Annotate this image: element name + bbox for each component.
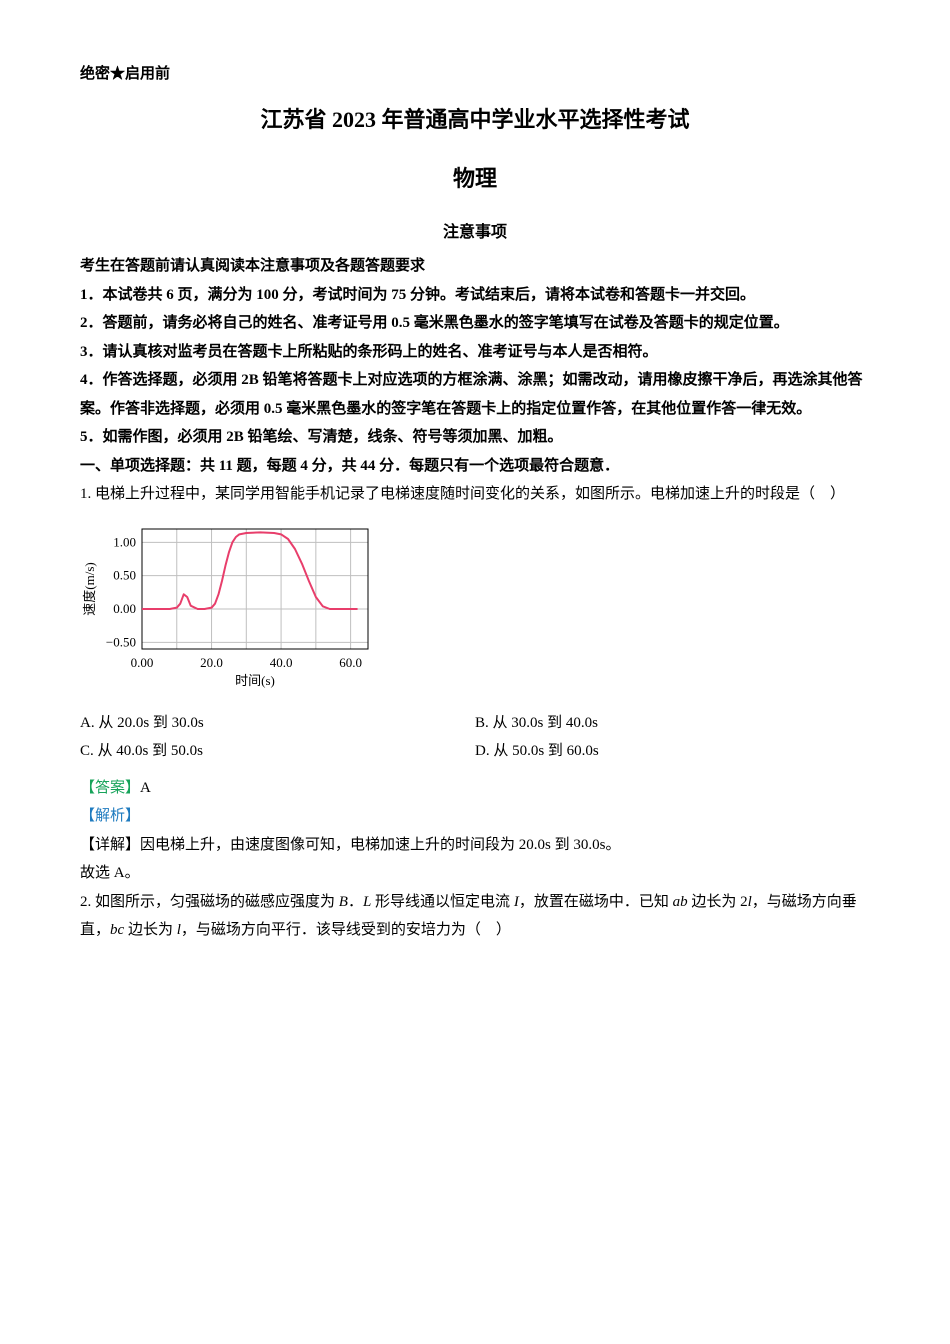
q2-ab: ab <box>673 894 688 910</box>
svg-text:−0.50: −0.50 <box>106 634 136 649</box>
q1-analysis-label: 【解析】 <box>80 802 870 831</box>
q2-B: B <box>339 894 348 910</box>
q2-p2: 形导线通以恒定电流 <box>371 894 514 910</box>
q2-p1: ． <box>348 894 363 910</box>
q1-option-b: B. 从 30.0s 到 40.0s <box>475 709 870 738</box>
q2-p4: 边长为 2 <box>688 894 748 910</box>
q1-answer-line: 【答案】A <box>80 774 870 803</box>
notice-title: 注意事项 <box>80 218 870 248</box>
q1-conclusion: 故选 A。 <box>80 859 870 888</box>
svg-text:40.0: 40.0 <box>270 655 293 670</box>
answer-value: A <box>140 780 151 796</box>
q1-option-d: D. 从 50.0s 到 60.0s <box>475 737 870 766</box>
svg-text:速度(m/s): 速度(m/s) <box>82 562 97 615</box>
section-1-heading: 一、单项选择题：共 11 题，每题 4 分，共 44 分．每题只有一个选项最符合… <box>80 452 870 481</box>
q1-option-a: A. 从 20.0s 到 30.0s <box>80 709 475 738</box>
rule-1: 1．本试卷共 6 页，满分为 100 分，考试时间为 75 分钟。考试结束后，请… <box>80 281 870 310</box>
svg-text:60.0: 60.0 <box>339 655 362 670</box>
q2-bc: bc <box>110 922 124 938</box>
svg-text:0.00: 0.00 <box>113 601 136 616</box>
subject-title: 物理 <box>80 158 870 200</box>
exam-title: 江苏省 2023 年普通高中学业水平选择性考试 <box>80 99 870 141</box>
q1-option-c: C. 从 40.0s 到 50.0s <box>80 737 475 766</box>
svg-text:20.0: 20.0 <box>200 655 223 670</box>
q1-chart: −0.50 0.00 0.50 1.00 0.00 20.0 40.0 60.0 时间(s) 速度… <box>80 519 870 689</box>
notice-intro: 考生在答题前请认真阅读本注意事项及各题答题要求 <box>80 252 870 281</box>
answer-label: 【答案】 <box>80 780 140 796</box>
svg-text:0.00: 0.00 <box>131 655 154 670</box>
detail-label: 【详解】 <box>80 837 140 853</box>
q2-stem: 2. 如图所示，匀强磁场的磁感应强度为 B．L 形导线通以恒定电流 I，放置在磁… <box>80 888 870 945</box>
q2-p7: ，与磁场方向平行．该导线受到的安培力为（ ） <box>181 922 511 938</box>
q2-p6: 边长为 <box>124 922 177 938</box>
confidential-label: 绝密★启用前 <box>80 60 870 89</box>
q1-options: A. 从 20.0s 到 30.0s B. 从 30.0s 到 40.0s C.… <box>80 709 870 766</box>
q2-p0: 2. 如图所示，匀强磁场的磁感应强度为 <box>80 894 339 910</box>
q1-stem: 1. 电梯上升过程中，某同学用智能手机记录了电梯速度随时间变化的关系，如图所示。… <box>80 480 870 509</box>
rule-5: 5．如需作图，必须用 2B 铅笔绘、写清楚，线条、符号等须加黑、加粗。 <box>80 423 870 452</box>
rule-2: 2．答题前，请务必将自己的姓名、准考证号用 0.5 毫米黑色墨水的签字笔填写在试… <box>80 309 870 338</box>
rule-3: 3．请认真核对监考员在答题卡上所粘贴的条形码上的姓名、准考证号与本人是否相符。 <box>80 338 870 367</box>
svg-text:0.50: 0.50 <box>113 568 136 583</box>
q1-detail: 【详解】因电梯上升，由速度图像可知，电梯加速上升的时间段为 20.0s 到 30… <box>80 831 870 860</box>
svg-text:1.00: 1.00 <box>113 534 136 549</box>
detail-text: 因电梯上升，由速度图像可知，电梯加速上升的时间段为 20.0s 到 30.0s。 <box>140 837 620 853</box>
svg-text:时间(s): 时间(s) <box>235 673 275 688</box>
q2-p3: ，放置在磁场中．已知 <box>519 894 673 910</box>
rule-4: 4．作答选择题，必须用 2B 铅笔将答题卡上对应选项的方框涂满、涂黑；如需改动，… <box>80 366 870 423</box>
